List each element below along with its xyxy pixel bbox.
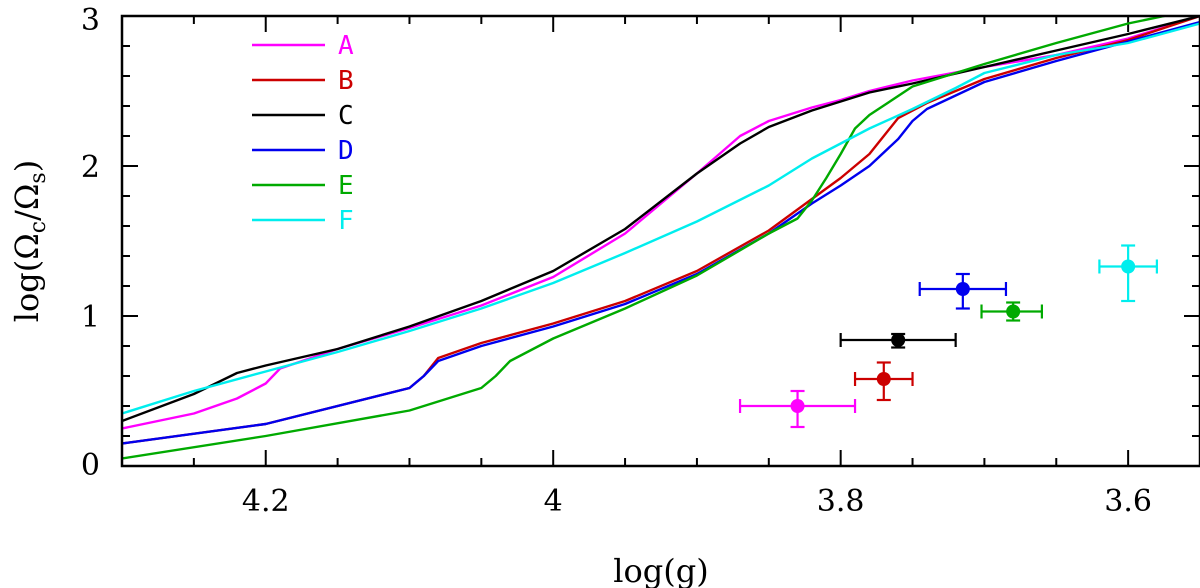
legend-label: F [338,206,354,236]
y-axis-title-prefix: log(Ω [8,233,46,322]
point-marker [876,372,891,386]
y-tick-label: 2 [81,150,100,185]
data-point-d [918,272,1008,310]
y-tick-label: 1 [81,300,100,335]
legend-label: D [338,136,354,166]
legend-entry-e: E [252,171,354,201]
y-axis-title-sub-s: s [26,172,51,183]
ticks [121,15,1200,467]
data-point-b [853,361,914,402]
plot-frame [120,14,1200,468]
legend-entry-c: C [252,101,354,131]
legend-label: B [338,66,354,96]
legend-label: C [338,101,354,131]
y-axis-title: log(Ωc/Ωs) [8,160,51,322]
y-tick-label: 3 [81,3,100,38]
data-points [738,244,1158,429]
point-marker [1121,259,1136,274]
series-line-d [122,20,1200,445]
legend-entry-d: D [252,136,354,166]
legend-entry-f: F [252,206,354,236]
y-tick-label: 0 [81,448,100,483]
series-line-f [122,22,1200,415]
data-point-c [839,332,957,349]
point-marker [1006,304,1021,319]
curves [122,16,1200,460]
x-tick-label: 4 [544,484,563,519]
y-axis-title-sub-c: c [26,221,51,233]
point-marker [891,333,906,347]
legend-entry-a: A [252,31,354,61]
y-axis-title-slash: /Ω [8,184,46,221]
y-axis-title-suffix: ) [8,160,46,172]
point-marker [790,399,805,413]
x-tick-label: 3.6 [1104,484,1152,519]
legend-label: E [338,171,354,201]
legend-entry-b: B [252,66,354,96]
tick-labels: 4.2 4 3.8 3.6 0 1 2 3 [81,3,1152,519]
x-tick-label: 3.8 [817,484,865,519]
x-axis-title: log(g) [613,552,708,588]
series-line-c [122,16,1200,423]
x-tick-label: 4.2 [242,484,290,519]
data-point-a [738,389,857,429]
point-marker [955,282,970,296]
series-line-e [122,16,1170,460]
legend-label: A [338,31,354,61]
data-point-f [1098,244,1158,303]
data-point-e [980,301,1043,322]
